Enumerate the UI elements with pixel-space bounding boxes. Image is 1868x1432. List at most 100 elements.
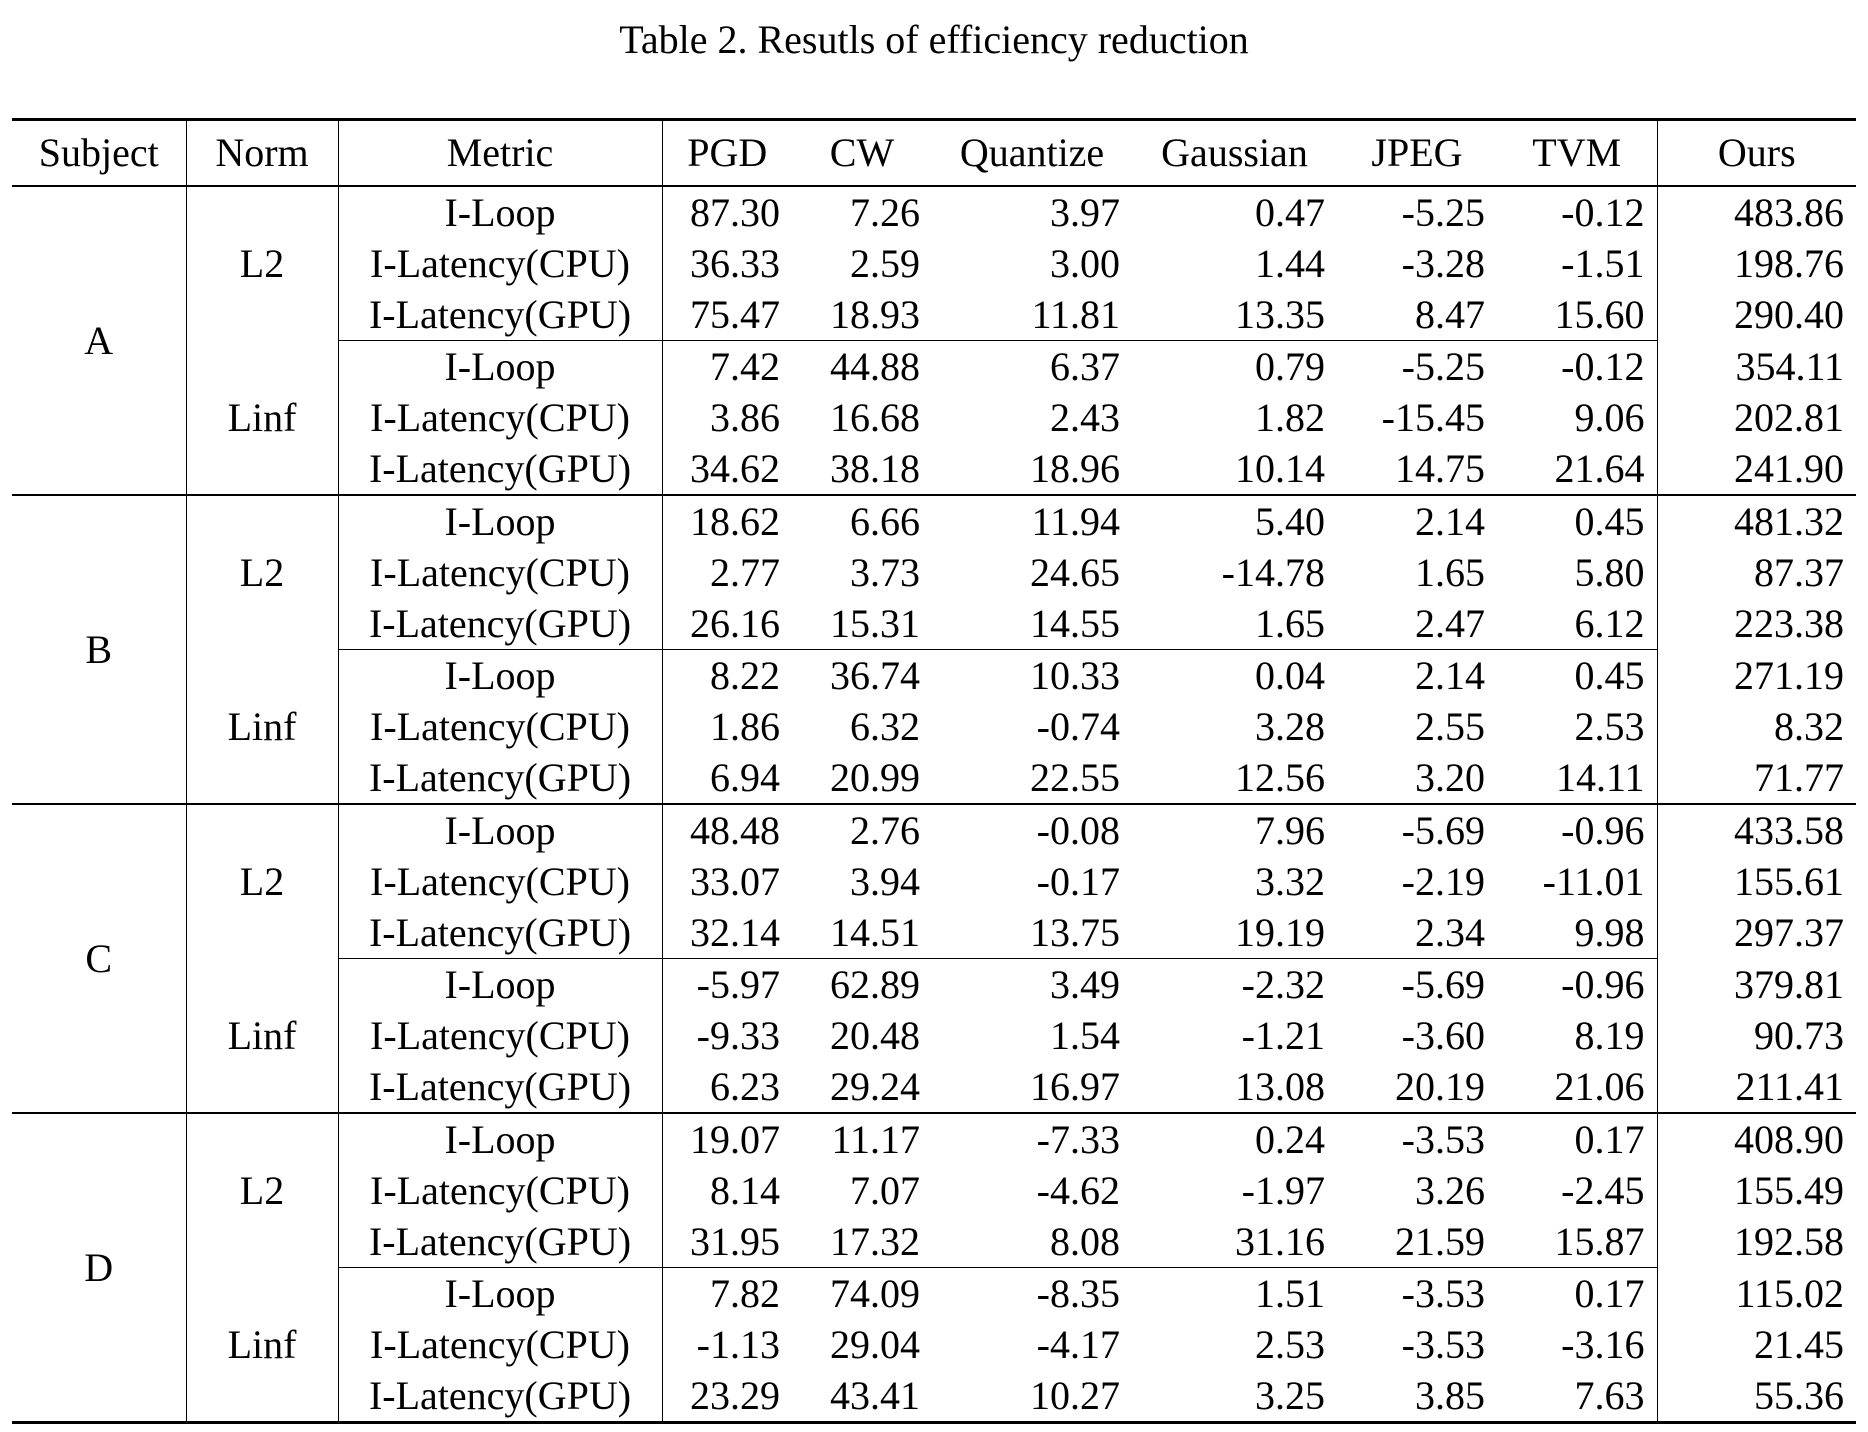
quantize-cell: 18.96: [1030, 446, 1120, 491]
gaussian-cell: 0.47: [1255, 190, 1325, 235]
cw-cell: 20.99: [830, 755, 920, 800]
pgd-cell: -9.33: [696, 1013, 780, 1058]
gaussian-cell: 1.51: [1255, 1271, 1325, 1316]
table-row: I-Latency(CPU) -9.33 20.48 1.54 -1.21 -3.60 8.…: [12, 1010, 1856, 1061]
ours-cell: 87.37: [1754, 550, 1844, 595]
jpeg-cell: 3.26: [1415, 1168, 1485, 1213]
ours-cell: 71.77: [1754, 755, 1844, 800]
gaussian-cell: -14.78: [1221, 550, 1325, 595]
results-table: Subject Norm Metric PGD CW Quantize Gaus…: [12, 118, 1856, 1424]
gaussian-cell: 12.56: [1235, 755, 1325, 800]
table-row: Linf I-Loop 7.82 74.09 -8.35 1.51 -3.53 0.17 115…: [12, 1267, 1856, 1423]
tvm-cell: 21.64: [1497, 443, 1658, 495]
quantize-cell: -0.74: [1036, 704, 1120, 749]
jpeg-cell: -5.25: [1401, 344, 1485, 389]
table-row: I-Latency(CPU) -1.13 29.04 -4.17 2.53 -3.53 -3…: [12, 1319, 1856, 1370]
table-row: I-Latency(GPU) 6.23 29.24 16.97 13.08 20.19 21…: [12, 1061, 1856, 1113]
pgd-cell: 18.62: [690, 499, 780, 544]
cw-cell: 29.04: [830, 1322, 920, 1367]
header-norm: Norm: [186, 119, 339, 187]
pgd-cell: 2.77: [710, 550, 780, 595]
table-row: B L2 I-Loop 18.62 6.66 11.94 5.40 2.14 0.45 481.3…: [12, 495, 1856, 804]
tvm-cell: 2.53: [1497, 701, 1658, 752]
norm-cell: Linf: [186, 340, 339, 495]
ours-cell: 223.38: [1734, 601, 1844, 647]
table-row: I-Latency(CPU) 8.14 7.07 -4.62 -1.97 3.26 -2.4…: [12, 1165, 1856, 1216]
pgd-cell: 48.48: [690, 808, 780, 853]
ours-cell: 211.41: [1735, 1064, 1844, 1109]
tvm-cell: 15.87: [1497, 1216, 1658, 1268]
header-cw: CW: [792, 119, 932, 187]
quantize-cell: 8.08: [932, 1216, 1132, 1268]
jpeg-cell: 3.85: [1415, 1373, 1485, 1418]
jpeg-cell: -5.69: [1401, 808, 1485, 853]
pgd-cell: 75.47: [662, 289, 792, 341]
table-row: I-Latency(CPU) 3.86 16.68 2.43 1.82 -15.45 9.0…: [12, 392, 1856, 443]
quantize-cell: 3.00: [1050, 241, 1120, 286]
pgd-cell: -1.13: [696, 1322, 780, 1367]
gaussian-cell: -1.21: [1241, 1013, 1325, 1058]
cw-cell: 18.93: [792, 289, 932, 341]
gaussian-cell: 5.40: [1255, 499, 1325, 544]
ours-cell: 115.02: [1735, 1270, 1844, 1316]
tvm-cell: -0.96: [1497, 958, 1658, 1010]
metric-cell: I-Loop: [338, 340, 663, 392]
table-row: I-Latency(CPU) 33.07 3.94 -0.17 3.32 -2.19 -11…: [12, 856, 1856, 907]
quantize-cell: 11.94: [1031, 499, 1120, 544]
gaussian-cell: 13.35: [1132, 289, 1337, 341]
quantize-cell: -7.33: [1036, 1117, 1120, 1162]
cw-cell: 20.48: [830, 1013, 920, 1058]
table-row: I-Latency(GPU) 6.94 20.99 22.55 12.56 3.20 14.…: [12, 752, 1856, 804]
gaussian-cell: 1.65: [1132, 598, 1337, 650]
quantize-cell: 10.27: [1030, 1373, 1120, 1418]
ours-cell: 21.45: [1754, 1322, 1844, 1367]
ours-cell: 297.37: [1734, 910, 1844, 956]
norm-cell: Linf: [186, 958, 339, 1113]
pgd-cell: 34.62: [690, 446, 780, 491]
cw-cell: 38.18: [830, 446, 920, 491]
jpeg-cell: 21.59: [1337, 1216, 1497, 1268]
pgd-cell: 7.42: [710, 344, 780, 389]
tvm-cell: 6.12: [1497, 598, 1658, 650]
quantize-cell: -0.08: [1036, 808, 1120, 853]
metric-cell: I-Latency(CPU): [338, 701, 663, 752]
quantize-cell: 14.55: [932, 598, 1132, 650]
tvm-cell: 14.11: [1497, 752, 1658, 804]
tvm-cell: 9.98: [1497, 907, 1658, 959]
subject-cell: D: [12, 1113, 187, 1423]
gaussian-cell: 2.53: [1255, 1322, 1325, 1367]
header-metric: Metric: [338, 119, 663, 187]
metric-cell: I-Latency(CPU): [338, 1010, 663, 1061]
tvm-cell: 9.06: [1497, 392, 1658, 443]
quantize-cell: 24.65: [1030, 550, 1120, 595]
metric-cell: I-Latency(CPU): [338, 856, 663, 907]
quantize-cell: 1.54: [1050, 1013, 1120, 1058]
cw-cell: 7.26: [850, 190, 920, 235]
jpeg-cell: -3.53: [1401, 1117, 1485, 1162]
header-gaussian: Gaussian: [1132, 119, 1337, 187]
jpeg-cell: 2.14: [1415, 653, 1485, 698]
subject-cell: A: [12, 186, 187, 495]
quantize-cell: -0.17: [1036, 859, 1120, 904]
gaussian-cell: 0.04: [1255, 653, 1325, 698]
table-row: I-Latency(GPU) 75.47 18.93 11.81 13.35 8.47 15…: [12, 289, 1856, 341]
quantize-cell: 6.37: [1050, 344, 1120, 389]
tvm-cell: -1.51: [1497, 238, 1658, 289]
gaussian-cell: 3.25: [1255, 1373, 1325, 1418]
ours-cell: 55.36: [1754, 1373, 1844, 1418]
cw-cell: 6.32: [850, 704, 920, 749]
ours-cell: 192.58: [1734, 1219, 1844, 1265]
jpeg-cell: -3.60: [1401, 1013, 1485, 1058]
jpeg-cell: 2.14: [1415, 499, 1485, 544]
table-row: I-Latency(GPU) 23.29 43.41 10.27 3.25 3.85 7.6…: [12, 1370, 1856, 1423]
jpeg-cell: 14.75: [1395, 446, 1485, 491]
metric-cell: I-Latency(GPU): [338, 289, 663, 341]
tvm-cell: 0.45: [1497, 649, 1658, 701]
quantize-cell: 10.33: [1030, 653, 1120, 698]
metric-cell: I-Latency(GPU): [338, 598, 663, 650]
norm-cell: L2: [186, 1113, 339, 1268]
metric-cell: I-Latency(CPU): [338, 1319, 663, 1370]
jpeg-cell: 2.47: [1337, 598, 1497, 650]
pgd-cell: 6.23: [710, 1064, 780, 1109]
gaussian-cell: 19.19: [1132, 907, 1337, 959]
